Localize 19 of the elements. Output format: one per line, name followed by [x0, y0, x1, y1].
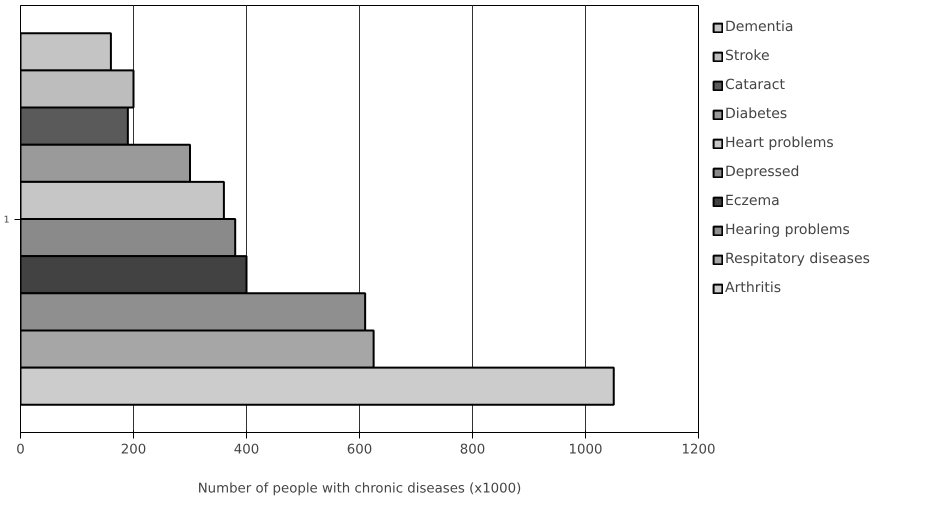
x-tick-label: 1000	[568, 442, 602, 458]
legend-label: Heart problems	[725, 135, 834, 151]
legend-label: Diabetes	[725, 106, 788, 122]
x-tick-label: 1200	[682, 442, 716, 458]
x-tick-label: 400	[234, 442, 260, 458]
legend-label: Dementia	[725, 19, 794, 35]
legend-label: Eczema	[725, 193, 780, 209]
legend-label: Cataract	[725, 77, 785, 93]
x-axis-title: Number of people with chronic diseases (x1000)	[198, 482, 522, 496]
legend-label: Depressed	[725, 164, 800, 180]
legend-label: Arthritis	[725, 280, 782, 296]
x-tick-label: 200	[120, 442, 146, 458]
x-tick-label: 800	[460, 442, 486, 458]
x-tick-label: 0	[16, 442, 25, 458]
x-tick-label: 600	[346, 442, 372, 458]
legend-label: Hearing problems	[725, 222, 850, 238]
legend-label: Stroke	[725, 48, 770, 64]
legend-label: Respitatory diseases	[725, 251, 870, 267]
y-tick-label: 1	[4, 214, 10, 226]
